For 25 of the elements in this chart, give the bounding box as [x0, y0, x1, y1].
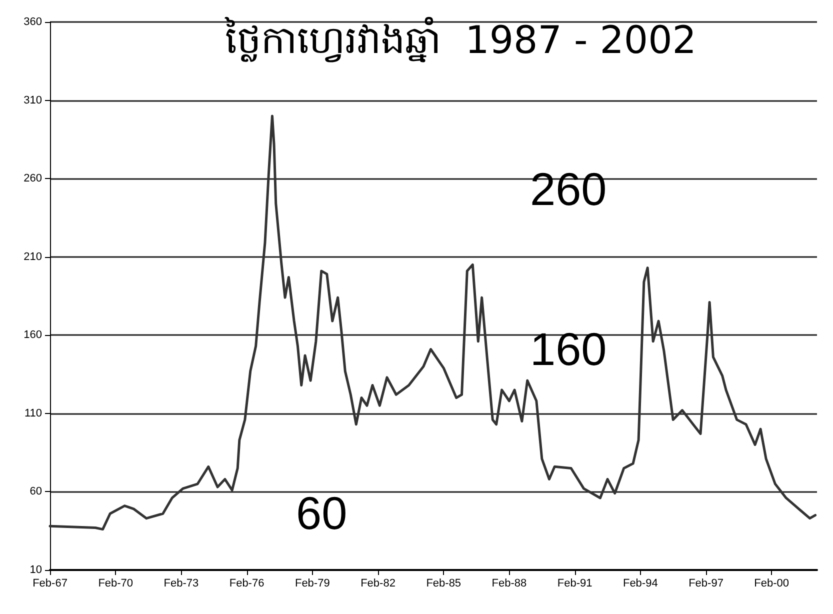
y-tick-label: 210: [24, 250, 42, 263]
x-tick-label: Feb-94: [622, 578, 658, 590]
x-tick-label: Feb-00: [754, 578, 789, 590]
y-tick-label: 360: [24, 16, 42, 28]
annotation: 260: [530, 163, 607, 215]
chart-title: ថ្លៃកាហ្វេរវាងឆ្នាំ 1987 - 2002: [224, 16, 696, 63]
line-series: [48, 114, 817, 531]
y-tick-label: 60: [30, 486, 42, 498]
y-tick-label: 310: [24, 94, 42, 106]
x-tick-label: Feb-67: [32, 578, 68, 590]
x-tick-label: Feb-73: [164, 578, 199, 590]
x-tick-label: Feb-91: [557, 578, 592, 590]
y-tick-label: 110: [24, 407, 42, 420]
x-tick-label: Feb-88: [492, 578, 527, 590]
y-tick-label: 160: [24, 329, 42, 342]
y-tick-label: 260: [24, 172, 42, 185]
x-tick-label: Feb-79: [294, 578, 330, 590]
x-tick-label: Feb-76: [229, 578, 264, 590]
x-tick-label: Feb-97: [688, 578, 724, 590]
y-tick-label: 10: [30, 564, 42, 576]
x-tick-label: Feb-70: [98, 578, 134, 590]
annotation: 60: [296, 487, 348, 539]
x-tick-label: Feb-82: [360, 578, 396, 590]
x-tick-label: Feb-85: [426, 578, 462, 590]
annotation: 160: [530, 323, 607, 375]
